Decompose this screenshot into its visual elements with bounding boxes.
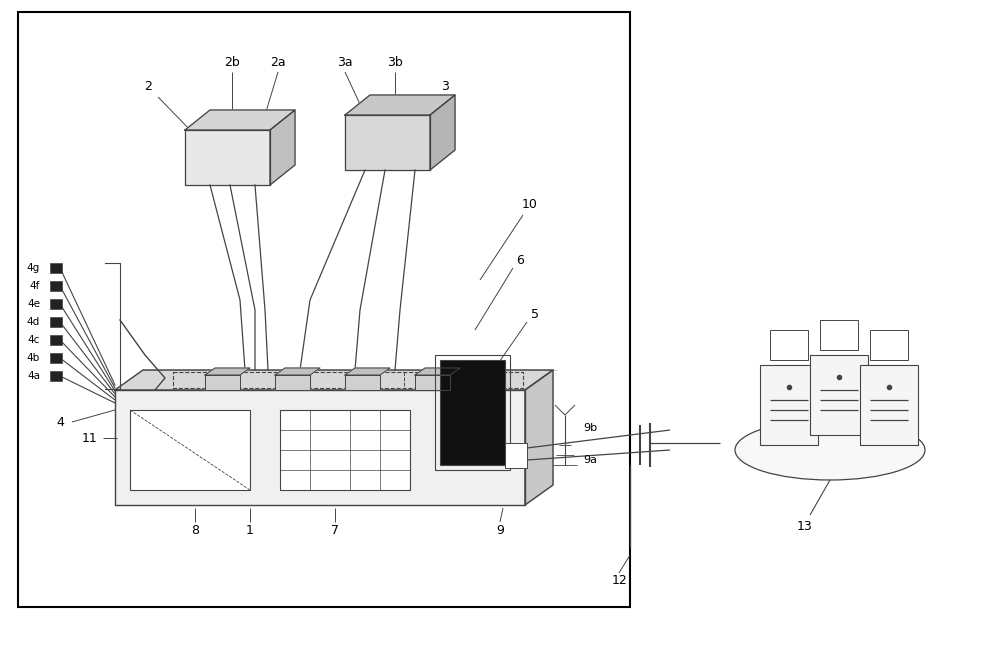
Bar xyxy=(760,365,818,445)
Bar xyxy=(50,335,62,345)
Bar xyxy=(130,410,250,490)
Polygon shape xyxy=(345,368,390,375)
Bar xyxy=(505,443,527,468)
Bar xyxy=(50,371,62,381)
Polygon shape xyxy=(275,368,320,375)
Text: 4b: 4b xyxy=(27,353,40,363)
Polygon shape xyxy=(345,115,430,170)
Text: 4c: 4c xyxy=(28,335,40,345)
Bar xyxy=(870,330,908,360)
Text: 9b: 9b xyxy=(583,423,597,433)
Bar xyxy=(810,355,868,435)
Bar xyxy=(860,365,918,445)
Text: 4f: 4f xyxy=(30,281,40,291)
Text: 2: 2 xyxy=(144,81,152,94)
Text: 2a: 2a xyxy=(270,56,286,68)
Polygon shape xyxy=(275,375,310,390)
Bar xyxy=(50,263,62,273)
Polygon shape xyxy=(205,375,240,390)
Text: 6: 6 xyxy=(516,253,524,267)
Polygon shape xyxy=(270,110,295,185)
Text: 10: 10 xyxy=(522,198,538,211)
Text: 11: 11 xyxy=(82,432,98,444)
Text: 9: 9 xyxy=(496,523,504,536)
Polygon shape xyxy=(415,375,450,390)
Bar xyxy=(50,299,62,309)
Polygon shape xyxy=(205,368,250,375)
Polygon shape xyxy=(185,130,270,185)
Ellipse shape xyxy=(735,420,925,480)
Bar xyxy=(440,360,505,465)
Text: 3a: 3a xyxy=(337,56,353,68)
Polygon shape xyxy=(115,370,553,390)
Text: 1: 1 xyxy=(246,523,254,536)
Polygon shape xyxy=(345,375,380,390)
Text: 9a: 9a xyxy=(583,455,597,465)
Polygon shape xyxy=(185,110,295,130)
Polygon shape xyxy=(345,95,455,115)
Polygon shape xyxy=(415,368,460,375)
Bar xyxy=(50,281,62,291)
Text: 4: 4 xyxy=(56,415,64,428)
Bar xyxy=(435,355,510,470)
Bar xyxy=(820,320,858,350)
Polygon shape xyxy=(525,370,553,505)
Text: 4g: 4g xyxy=(27,263,40,273)
Bar xyxy=(770,330,808,360)
Bar xyxy=(18,12,630,607)
Bar xyxy=(280,410,410,490)
Text: 5: 5 xyxy=(531,309,539,322)
Text: 3b: 3b xyxy=(387,56,403,68)
Polygon shape xyxy=(115,390,525,505)
Text: 4e: 4e xyxy=(27,299,40,309)
Text: 4a: 4a xyxy=(27,371,40,381)
Text: 2b: 2b xyxy=(224,56,240,68)
Text: 3: 3 xyxy=(441,81,449,94)
Bar xyxy=(50,317,62,327)
Text: 4d: 4d xyxy=(27,317,40,327)
Bar xyxy=(50,353,62,363)
Polygon shape xyxy=(430,95,455,170)
Text: 8: 8 xyxy=(191,523,199,536)
Text: 13: 13 xyxy=(797,521,813,534)
Text: 7: 7 xyxy=(331,523,339,536)
Text: 12: 12 xyxy=(612,574,628,587)
